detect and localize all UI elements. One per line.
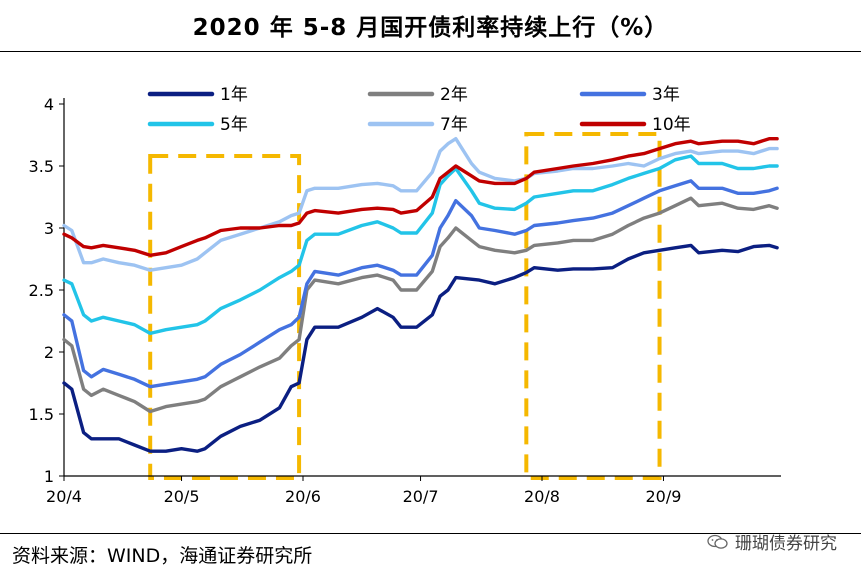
legend-label: 1年 — [220, 85, 248, 105]
series-line-7年 — [62, 136, 779, 272]
watermark: 珊瑚债券研究 — [707, 529, 837, 554]
x-tick-label: 20/7 — [403, 487, 439, 506]
series-line-3年 — [62, 179, 779, 389]
x-tick-label: 20/5 — [164, 487, 200, 506]
legend-label: 7年 — [440, 115, 468, 135]
series-line-5年 — [62, 154, 779, 336]
y-tick-label: 4 — [44, 95, 54, 114]
series-line-1年 — [62, 243, 779, 453]
y-tick-label: 3 — [44, 219, 54, 238]
highlight-box-2 — [524, 132, 662, 480]
top-rule — [0, 51, 861, 52]
chart-axes: 1 1.5 2 2.5 3 3.5 4 20/4 20/5 20/6 20/7 20/8 20/9 — [29, 95, 781, 506]
highlight-box-1 — [148, 154, 302, 480]
bottom-rule — [0, 533, 861, 534]
series-line-2年 — [62, 196, 779, 414]
series-line-10年 — [62, 136, 779, 258]
y-tick-label: 2.5 — [29, 281, 54, 300]
chart-title: 2020 年 5-8 月国开债利率持续上行（%） — [192, 15, 669, 41]
x-tick-label: 20/9 — [645, 487, 681, 506]
x-tick-label: 20/4 — [46, 487, 82, 506]
chart-legend: 1年 2年 3年 5年 7年 10年 — [147, 85, 691, 135]
y-tick-label: 3.5 — [29, 157, 54, 176]
legend-label: 3年 — [652, 85, 680, 105]
y-tick-label: 1 — [44, 467, 54, 486]
legend-label: 2年 — [440, 85, 468, 105]
watermark-text: 珊瑚债券研究 — [735, 534, 837, 554]
legend-label: 10年 — [652, 115, 691, 135]
legend-label: 5年 — [220, 115, 248, 135]
x-tick-label: 20/6 — [285, 487, 321, 506]
source-note: 资料来源：WIND，海通证券研究所 — [12, 545, 313, 567]
y-tick-label: 1.5 — [29, 405, 54, 424]
x-tick-label: 20/8 — [524, 487, 560, 506]
wechat-icon — [707, 534, 728, 549]
y-tick-label: 2 — [44, 343, 54, 362]
line-chart: 1 1.5 2 2.5 3 3.5 4 20/4 20/5 20/6 20/7 20/8 20/9 1年… — [29, 85, 781, 506]
chart-series — [62, 136, 779, 453]
